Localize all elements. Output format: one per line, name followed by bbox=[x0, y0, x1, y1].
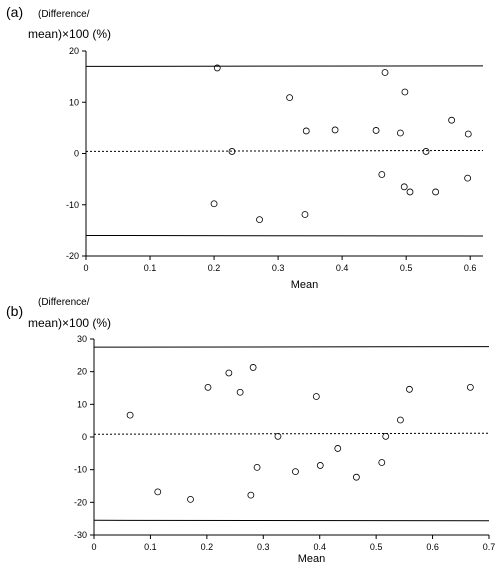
y-tick-label: -20 bbox=[66, 251, 79, 261]
data-point bbox=[247, 491, 255, 499]
data-point bbox=[256, 216, 263, 224]
x-tick-label: 0.5 bbox=[400, 263, 413, 273]
y-tick-label: -10 bbox=[74, 465, 87, 475]
data-point bbox=[448, 116, 456, 124]
data-point bbox=[352, 473, 360, 481]
data-point bbox=[301, 211, 309, 218]
lower-limit-line bbox=[93, 519, 490, 522]
panel-a: (a) (Difference/mean)×100 (%) -20 -10 0 10 20 0… bbox=[6, 4, 484, 291]
panel-label: (b) bbox=[6, 303, 23, 319]
data-point bbox=[228, 148, 236, 155]
x-tick-label: 0.4 bbox=[336, 263, 349, 273]
y-tick-label: 0 bbox=[82, 432, 87, 442]
x-tick-label: 0.2 bbox=[208, 263, 221, 273]
y-tick-label: 30 bbox=[77, 334, 87, 344]
x-tick-label: 0.1 bbox=[144, 542, 157, 552]
y-tick-label: 0 bbox=[74, 149, 79, 159]
data-point bbox=[154, 488, 162, 496]
y-tick-label: 10 bbox=[69, 97, 79, 107]
data-point bbox=[381, 69, 389, 76]
x-axis-label: Mean bbox=[291, 279, 319, 291]
data-point bbox=[466, 383, 474, 391]
data-point bbox=[302, 127, 310, 135]
data-point bbox=[210, 200, 218, 208]
data-point bbox=[187, 495, 194, 503]
data-point bbox=[400, 183, 408, 191]
mean-difference-line bbox=[93, 432, 490, 435]
y-tick-label: 10 bbox=[77, 399, 87, 409]
data-point bbox=[249, 364, 257, 371]
data-point bbox=[464, 130, 472, 138]
y-tick-label: -10 bbox=[66, 200, 79, 210]
data-point bbox=[292, 468, 299, 476]
x-axis-label: Mean bbox=[298, 553, 326, 565]
x-tick-label: 0 bbox=[91, 542, 96, 552]
data-point bbox=[204, 383, 212, 391]
data-point bbox=[406, 385, 413, 393]
panel-label: (a) bbox=[6, 4, 23, 20]
data-point bbox=[396, 129, 404, 137]
x-tick-label: 0.5 bbox=[370, 542, 383, 552]
data-point bbox=[464, 174, 472, 182]
data-point bbox=[126, 411, 134, 419]
data-point bbox=[236, 388, 244, 396]
data-point bbox=[406, 188, 414, 196]
data-point bbox=[274, 432, 282, 440]
x-tick-label: 0.3 bbox=[257, 542, 270, 552]
data-point bbox=[378, 171, 386, 178]
data-point bbox=[286, 94, 294, 102]
x-tick-label: 0.1 bbox=[144, 263, 157, 273]
data-point bbox=[225, 369, 233, 377]
data-point bbox=[401, 88, 409, 96]
y-tick-label: 20 bbox=[77, 367, 87, 377]
data-point bbox=[422, 148, 430, 155]
data-point bbox=[331, 126, 339, 134]
y-tick-label: -20 bbox=[74, 497, 87, 507]
y-axis-label-line2: mean)×100 (%) bbox=[28, 316, 111, 330]
x-tick-label: 0.6 bbox=[426, 542, 439, 552]
data-point bbox=[432, 188, 440, 196]
y-axis-label-line1: (Difference/ bbox=[38, 297, 90, 308]
data-point bbox=[382, 432, 390, 440]
data-point bbox=[213, 64, 221, 72]
data-point bbox=[312, 393, 320, 400]
y-tick-label: -30 bbox=[74, 530, 87, 540]
y-axis-label-line2: mean)×100 (%) bbox=[28, 27, 111, 41]
x-tick-label: 0 bbox=[83, 263, 88, 273]
data-point bbox=[378, 459, 386, 466]
lower-limit-line bbox=[85, 235, 484, 237]
panel-b: (b) (Difference/mean)×100 (%) -30 -20 -10 0 10… bbox=[6, 297, 495, 565]
data-point bbox=[253, 463, 261, 471]
data-point bbox=[334, 445, 342, 452]
y-tick-label: 20 bbox=[69, 46, 79, 56]
upper-limit-line bbox=[85, 65, 484, 67]
y-axis-label-line1: (Difference/ bbox=[38, 9, 90, 20]
data-point bbox=[372, 127, 380, 134]
x-tick-label: 0.6 bbox=[464, 263, 477, 273]
x-tick-label: 0.7 bbox=[483, 542, 496, 552]
data-point bbox=[397, 416, 404, 424]
x-tick-label: 0.3 bbox=[272, 263, 285, 273]
x-tick-label: 0.4 bbox=[313, 542, 326, 552]
data-point bbox=[316, 462, 324, 469]
upper-limit-line bbox=[93, 346, 490, 348]
x-tick-label: 0.2 bbox=[201, 542, 214, 552]
